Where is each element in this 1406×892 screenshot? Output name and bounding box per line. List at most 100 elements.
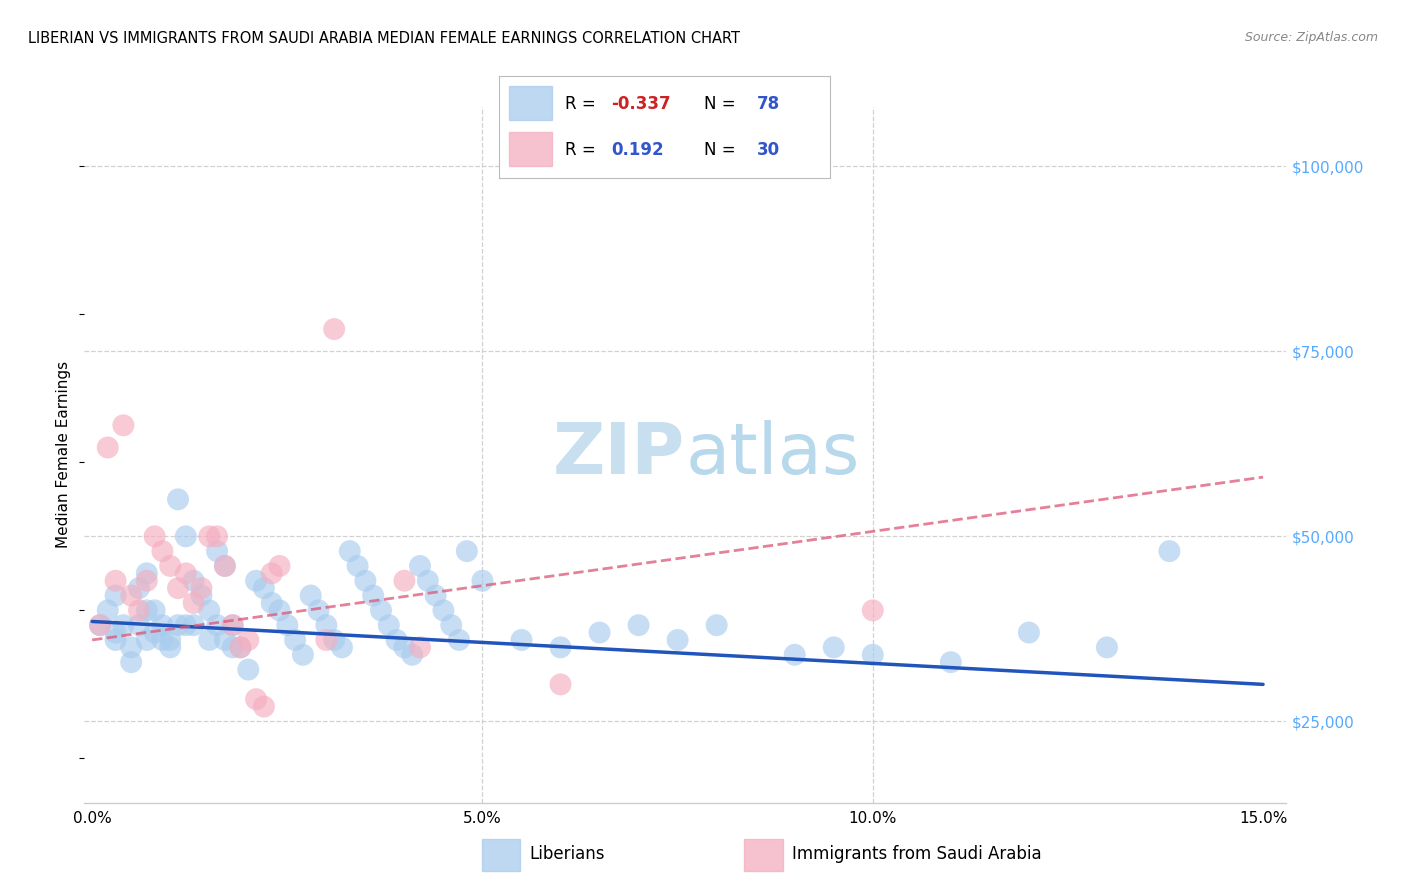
Point bbox=[394, 640, 416, 655]
Point bbox=[245, 692, 267, 706]
Point bbox=[308, 603, 330, 617]
Point bbox=[205, 618, 228, 632]
FancyBboxPatch shape bbox=[745, 839, 783, 871]
Point bbox=[167, 581, 190, 595]
Point bbox=[862, 603, 884, 617]
Point bbox=[627, 618, 650, 632]
Point bbox=[361, 589, 384, 603]
Point bbox=[409, 558, 432, 573]
Point bbox=[253, 581, 276, 595]
Point bbox=[706, 618, 728, 632]
Point bbox=[401, 648, 423, 662]
Point bbox=[198, 603, 221, 617]
Point bbox=[284, 632, 307, 647]
Text: 0.192: 0.192 bbox=[612, 141, 664, 159]
Text: N =: N = bbox=[704, 141, 741, 159]
Point bbox=[190, 581, 212, 595]
Point bbox=[190, 589, 212, 603]
Text: N =: N = bbox=[704, 95, 741, 112]
Point bbox=[174, 618, 197, 632]
Point bbox=[152, 632, 174, 647]
Point bbox=[97, 441, 120, 455]
Point bbox=[167, 492, 190, 507]
Point bbox=[89, 618, 111, 632]
Point bbox=[253, 699, 276, 714]
Point bbox=[143, 603, 166, 617]
Point bbox=[409, 640, 432, 655]
Point bbox=[104, 632, 127, 647]
Point bbox=[120, 655, 142, 669]
Point bbox=[939, 655, 962, 669]
Point bbox=[385, 632, 408, 647]
Point bbox=[370, 603, 392, 617]
Point bbox=[394, 574, 416, 588]
Point bbox=[238, 663, 260, 677]
Point bbox=[159, 640, 181, 655]
Text: atlas: atlas bbox=[686, 420, 860, 490]
Text: ZIP: ZIP bbox=[553, 420, 686, 490]
Point bbox=[214, 558, 236, 573]
Point bbox=[159, 558, 181, 573]
Point bbox=[221, 640, 243, 655]
Point bbox=[245, 574, 267, 588]
Point bbox=[1018, 625, 1040, 640]
Point bbox=[143, 625, 166, 640]
Point bbox=[269, 603, 291, 617]
Point bbox=[315, 618, 337, 632]
Point bbox=[510, 632, 533, 647]
Text: 78: 78 bbox=[756, 95, 780, 112]
Point bbox=[260, 596, 283, 610]
Point bbox=[183, 618, 205, 632]
Text: LIBERIAN VS IMMIGRANTS FROM SAUDI ARABIA MEDIAN FEMALE EARNINGS CORRELATION CHAR: LIBERIAN VS IMMIGRANTS FROM SAUDI ARABIA… bbox=[28, 31, 740, 46]
Point bbox=[229, 640, 252, 655]
Point bbox=[276, 618, 298, 632]
Point bbox=[440, 618, 463, 632]
Point bbox=[269, 558, 291, 573]
Point bbox=[159, 632, 181, 647]
Point bbox=[183, 574, 205, 588]
Point bbox=[550, 677, 572, 691]
Point bbox=[346, 558, 368, 573]
Point bbox=[315, 632, 337, 647]
Point bbox=[221, 618, 243, 632]
Point bbox=[143, 529, 166, 543]
Text: R =: R = bbox=[565, 95, 602, 112]
Point bbox=[456, 544, 478, 558]
Point bbox=[1095, 640, 1118, 655]
Point bbox=[152, 618, 174, 632]
Point bbox=[112, 418, 135, 433]
Point bbox=[378, 618, 401, 632]
Point bbox=[104, 574, 127, 588]
Text: Liberians: Liberians bbox=[529, 845, 605, 863]
Point bbox=[862, 648, 884, 662]
Point bbox=[104, 589, 127, 603]
Point bbox=[112, 618, 135, 632]
Text: R =: R = bbox=[565, 141, 606, 159]
Point bbox=[214, 632, 236, 647]
Point bbox=[198, 529, 221, 543]
Point bbox=[783, 648, 806, 662]
Point bbox=[1159, 544, 1181, 558]
Point bbox=[128, 603, 150, 617]
Point bbox=[291, 648, 314, 662]
FancyBboxPatch shape bbox=[509, 132, 553, 166]
Point bbox=[330, 640, 353, 655]
Point bbox=[135, 632, 157, 647]
Point bbox=[221, 618, 243, 632]
Point bbox=[135, 603, 157, 617]
Point bbox=[823, 640, 845, 655]
Text: Source: ZipAtlas.com: Source: ZipAtlas.com bbox=[1244, 31, 1378, 45]
Point bbox=[89, 618, 111, 632]
Point bbox=[339, 544, 361, 558]
Point bbox=[550, 640, 572, 655]
Point bbox=[198, 632, 221, 647]
Point bbox=[323, 322, 346, 336]
Point bbox=[120, 640, 142, 655]
Text: -0.337: -0.337 bbox=[612, 95, 671, 112]
Point bbox=[229, 640, 252, 655]
Point bbox=[167, 618, 190, 632]
Point bbox=[238, 632, 260, 647]
Point bbox=[425, 589, 447, 603]
Point bbox=[323, 632, 346, 647]
Point bbox=[447, 632, 470, 647]
